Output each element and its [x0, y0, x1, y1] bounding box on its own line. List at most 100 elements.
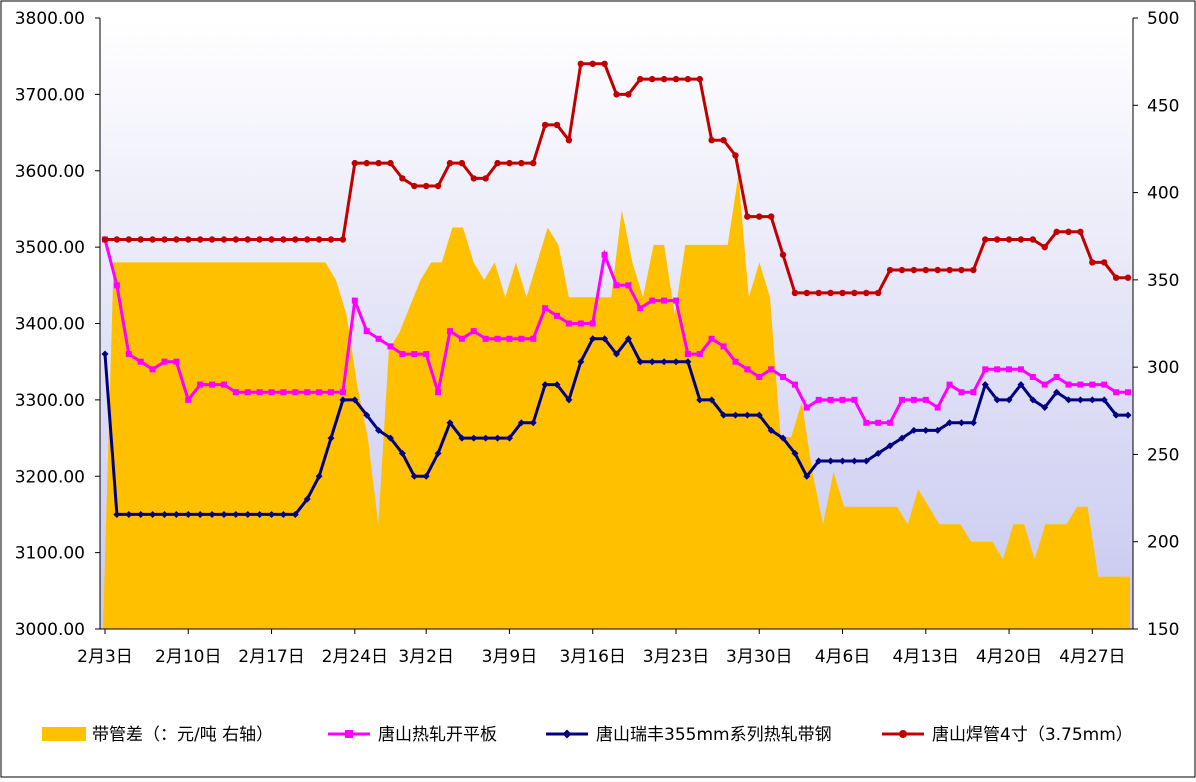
data-point-s2-57: [779, 434, 787, 442]
right-tick-label-6: 450: [1147, 96, 1179, 116]
data-point-s3-62: [839, 289, 846, 297]
data-point-s2-21: [351, 396, 359, 404]
data-point-s2-53: [731, 411, 739, 419]
data-point-s3-29: [446, 159, 454, 167]
data-point-s3-76: [1005, 236, 1013, 243]
legend-marker-1: [345, 730, 353, 738]
data-point-s3-14: [268, 236, 275, 243]
data-point-s2-81: [1065, 396, 1073, 404]
data-point-s3-30: [458, 159, 466, 167]
data-point-s2-7: [184, 510, 192, 518]
data-point-s1-64: [863, 419, 870, 426]
data-point-s3-3: [137, 236, 144, 243]
data-point-s3-74: [982, 236, 989, 243]
data-point-s2-10: [220, 510, 228, 518]
data-point-s3-31: [470, 175, 477, 182]
data-point-s2-17: [303, 495, 311, 503]
data-point-s2-32: [482, 434, 490, 442]
data-point-s1-70: [934, 404, 941, 411]
data-point-s2-23: [375, 426, 383, 434]
data-point-s2-45: [636, 358, 644, 366]
data-point-s3-45: [637, 75, 644, 83]
right-tick-label-7: 500: [1147, 9, 1179, 29]
data-point-s3-11: [232, 236, 240, 243]
data-point-s3-83: [1089, 259, 1096, 266]
data-point-s2-50: [696, 396, 704, 404]
data-point-s3-28: [434, 182, 442, 190]
data-point-s3-1: [113, 236, 121, 243]
data-point-s1-44: [625, 282, 632, 289]
right-tick-label-3: 300: [1147, 358, 1179, 378]
data-point-s2-3: [137, 510, 145, 518]
right-tick-label-5: 400: [1147, 184, 1179, 204]
data-point-s2-55: [755, 411, 763, 419]
data-point-s1-75: [994, 366, 1001, 373]
x-tick-label-8: 3月30日: [726, 647, 792, 667]
data-point-s3-59: [803, 289, 811, 297]
data-point-s2-85: [1112, 411, 1120, 419]
left-tick-label-7: 3700.00: [15, 85, 85, 105]
legend-label-3: 唐山焊管4寸（3.75mm）: [932, 724, 1133, 745]
line-series-2: [101, 335, 1132, 518]
x-tick-label-9: 4月6日: [815, 647, 871, 667]
data-point-s3-64: [863, 289, 870, 297]
data-point-s2-84: [1100, 396, 1108, 404]
data-point-s3-37: [541, 121, 549, 129]
data-point-s3-16: [292, 236, 299, 243]
data-point-s1-34: [506, 335, 513, 342]
data-point-s3-35: [518, 159, 525, 167]
data-point-s1-40: [577, 320, 584, 327]
data-point-s2-39: [565, 396, 573, 404]
data-point-s1-5: [161, 358, 168, 365]
data-point-s3-39: [565, 137, 573, 144]
data-point-s2-67: [898, 434, 906, 442]
data-point-s3-86: [1124, 274, 1132, 281]
data-point-s1-33: [494, 335, 501, 342]
data-point-s2-8: [196, 510, 204, 518]
data-point-s3-61: [827, 289, 834, 297]
data-point-s2-0: [101, 350, 109, 358]
data-point-s3-73: [970, 266, 977, 274]
data-point-s3-34: [506, 159, 513, 167]
data-point-s3-50: [696, 75, 703, 83]
data-point-s2-38: [553, 381, 561, 389]
x-tick-label-2: 2月17日: [238, 647, 304, 667]
left-tick-label-2: 3200.00: [15, 467, 85, 487]
data-point-s2-22: [363, 411, 371, 419]
data-point-s1-11: [232, 389, 239, 396]
data-point-s2-33: [494, 434, 502, 442]
data-point-s2-71: [946, 419, 954, 427]
data-point-s1-67: [898, 396, 905, 403]
data-point-s3-82: [1077, 228, 1084, 236]
data-point-s2-51: [708, 396, 716, 404]
data-point-s2-58: [791, 449, 799, 457]
data-point-s3-52: [720, 137, 727, 144]
data-point-s1-86: [1125, 389, 1131, 396]
data-point-s3-48: [672, 75, 680, 83]
right-tick-label-4: 350: [1147, 271, 1179, 291]
data-point-s1-80: [1053, 373, 1060, 380]
data-point-s1-84: [1101, 381, 1108, 388]
data-point-s2-79: [1041, 404, 1049, 412]
data-point-s3-58: [791, 289, 799, 297]
axis-layer: 3000.00 3100.00 3200.00 3300.00 3400.00 3500.…: [15, 9, 1180, 667]
data-point-s1-61: [827, 396, 834, 403]
data-point-s1-81: [1065, 381, 1072, 388]
data-point-s2-30: [458, 434, 466, 442]
data-point-s1-68: [910, 396, 917, 403]
data-point-s2-76: [1005, 396, 1013, 404]
data-point-s2-52: [720, 411, 728, 419]
left-tick-label-4: 3400.00: [15, 315, 85, 335]
data-point-s2-11: [232, 510, 240, 518]
data-point-s3-60: [815, 289, 822, 297]
data-point-s1-6: [173, 358, 180, 365]
data-point-s3-55: [756, 213, 763, 220]
x-tick-label-12: 4月27日: [1059, 647, 1125, 667]
data-point-s1-83: [1089, 381, 1096, 388]
data-point-s1-36: [530, 335, 537, 342]
data-point-s2-73: [969, 419, 977, 427]
data-point-s3-80: [1053, 228, 1060, 236]
data-point-s3-72: [958, 266, 965, 274]
data-point-s2-83: [1088, 396, 1096, 404]
data-point-s1-24: [387, 343, 394, 350]
